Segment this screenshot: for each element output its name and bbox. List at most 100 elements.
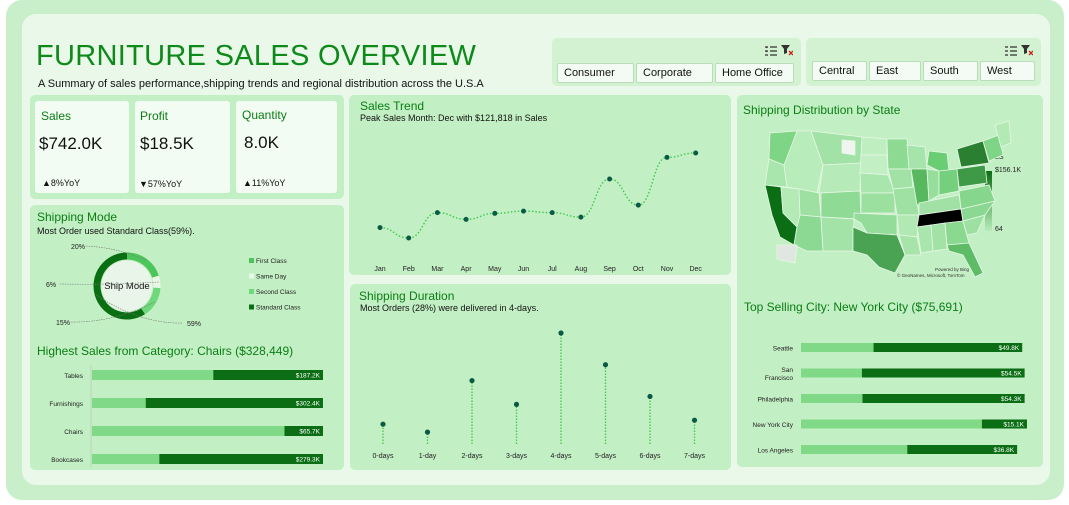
- lollipop-head: [424, 429, 431, 435]
- map-legend-min: 64: [995, 226, 1003, 233]
- bar-segment-value: [907, 445, 1018, 454]
- bar-category-label: Chairs: [64, 429, 84, 436]
- donut-slice: [126, 252, 159, 279]
- map-state-utah: [798, 188, 822, 218]
- map-state-no-data: [841, 139, 856, 156]
- x-tick-label: May: [488, 266, 502, 273]
- map-state-louisiana: [898, 234, 922, 256]
- map-credit-providers: © GeoNames, Microsoft, TomTom: [897, 273, 965, 278]
- bar-category-label: Furnishings: [49, 401, 83, 408]
- bar-data-label: $54.5K: [1001, 371, 1022, 378]
- map-state-new-england: [982, 134, 1004, 162]
- map-state-wisconsin: [906, 144, 928, 170]
- map-legend-max: $156.1K: [995, 167, 1022, 174]
- x-tick-label: 1-day: [419, 453, 437, 460]
- slicer-item-central[interactable]: Central: [812, 61, 867, 81]
- kpi-label: Quantity: [242, 108, 287, 122]
- slicer-item-home-office[interactable]: Home Office: [715, 63, 794, 83]
- bar-segment-value: [284, 426, 323, 436]
- x-tick-label: Mar: [431, 266, 444, 273]
- map-title: Shipping Distribution by State: [743, 103, 901, 117]
- trend-point: [406, 235, 412, 241]
- page-title: FURNITURE SALES OVERVIEW: [36, 40, 477, 72]
- map-state-kansas: [860, 192, 896, 214]
- donut-slice: [141, 287, 161, 315]
- lollipop-head: [469, 377, 475, 384]
- kpi-panel: Sales $742.0K ▲8%YoY Profit $18.5K ▼57%Y…: [30, 95, 344, 199]
- slicer-item-corporate[interactable]: Corporate: [636, 63, 713, 83]
- kpi-card-sales: Sales $742.0K ▲8%YoY: [35, 101, 129, 193]
- legend-swatch: [249, 289, 254, 294]
- bar-segment-base: [92, 370, 214, 380]
- kpi-value: $742.0K: [39, 134, 103, 153]
- trend-point: [693, 150, 699, 156]
- x-tick-label: Dec: [689, 266, 702, 273]
- legend-swatch: [249, 273, 254, 279]
- category-title: Highest Sales from Category: Chairs ($32…: [37, 344, 294, 358]
- map-state-texas: [852, 226, 906, 274]
- ship-mode-donut-chart: Ship Mode 20% 6% 15% 59% First Class Same Day S…: [46, 244, 301, 328]
- bar-segment-value: [159, 454, 323, 464]
- lollipop-head: [380, 421, 386, 427]
- map-state-north-dakota: [860, 136, 888, 156]
- kpi-card-quantity: Quantity 8.0K ▲11%YoY: [236, 101, 337, 193]
- bar-segment-value: [145, 398, 323, 408]
- lollipop-head: [691, 417, 698, 423]
- x-tick-label: Sep: [603, 266, 616, 273]
- shipping-duration-panel: Shipping Duration Most Orders (28%) were…: [350, 284, 731, 470]
- trend-point: [434, 210, 440, 216]
- donut-center: [101, 260, 153, 312]
- trend-point: [635, 202, 641, 208]
- legend-swatch: [249, 304, 254, 310]
- trend-point: [377, 225, 383, 231]
- clear-filter-icon[interactable]: [1021, 43, 1034, 56]
- map-state-new-york: [956, 140, 990, 168]
- lollipop-head: [647, 393, 653, 400]
- map-state-florida: [946, 242, 984, 278]
- bar-data-label: $302.4K: [296, 401, 321, 408]
- map-state-ohio: [938, 168, 960, 196]
- bar-category-label: San: [781, 367, 793, 374]
- bar-data-label: $279.3K: [296, 457, 321, 464]
- multi-select-icon[interactable]: [1005, 43, 1017, 56]
- x-tick-label: Apr: [461, 266, 473, 273]
- trend-point: [463, 216, 469, 222]
- us-state-map[interactable]: [737, 95, 1043, 295]
- x-tick-label: Jul: [548, 266, 557, 273]
- kpi-yoy: ▼57%YoY: [139, 179, 183, 189]
- map-state-arkansas: [896, 214, 920, 238]
- donut-data-label: 6%: [46, 282, 56, 289]
- bar-category-label: Tables: [64, 373, 84, 380]
- bar-segment-base: [801, 368, 862, 378]
- x-tick-label: Oct: [633, 266, 644, 273]
- bar-segment-base: [801, 445, 908, 454]
- legend-label: Standard Class: [256, 305, 301, 312]
- map-state-wyoming: [818, 162, 862, 194]
- slicer-item-west[interactable]: West: [980, 61, 1035, 81]
- slicer-item-south[interactable]: South: [923, 61, 978, 81]
- kpi-yoy: ▲8%YoY: [42, 178, 81, 188]
- multi-select-icon[interactable]: [765, 43, 777, 56]
- bar-category-label: Francisco: [765, 375, 794, 382]
- map-state-south-dakota: [859, 154, 889, 176]
- sales-trend-info: Peak Sales Month: Dec with $121,818 in S…: [360, 113, 548, 123]
- slicer-item-consumer[interactable]: Consumer: [557, 63, 634, 83]
- bar-category-label: Philadelphia: [758, 397, 794, 404]
- shipping-mode-info: Most Order used Standard Class(59%).: [37, 226, 195, 236]
- map-alaska: [776, 244, 798, 264]
- slicer-item-east[interactable]: East: [869, 61, 921, 81]
- bar-data-label: $65.7K: [299, 429, 320, 436]
- map-state-minnesota: [886, 138, 910, 170]
- x-tick-label: Jun: [518, 266, 529, 273]
- donut-data-label: 15%: [56, 320, 70, 327]
- bar-segment-value: [981, 419, 1027, 429]
- lollipop-head: [602, 362, 609, 368]
- legend-label: Same Day: [256, 274, 287, 281]
- kpi-label: Profit: [140, 109, 169, 123]
- bar-segment-base: [92, 398, 146, 408]
- donut-slice: [152, 275, 161, 289]
- city-title: Top Selling City: New York City ($75,691…: [744, 300, 963, 314]
- clear-filter-icon[interactable]: [781, 43, 794, 56]
- kpi-card-profit: Profit $18.5K ▼57%YoY: [135, 101, 230, 193]
- map-state-michigan: [926, 150, 950, 172]
